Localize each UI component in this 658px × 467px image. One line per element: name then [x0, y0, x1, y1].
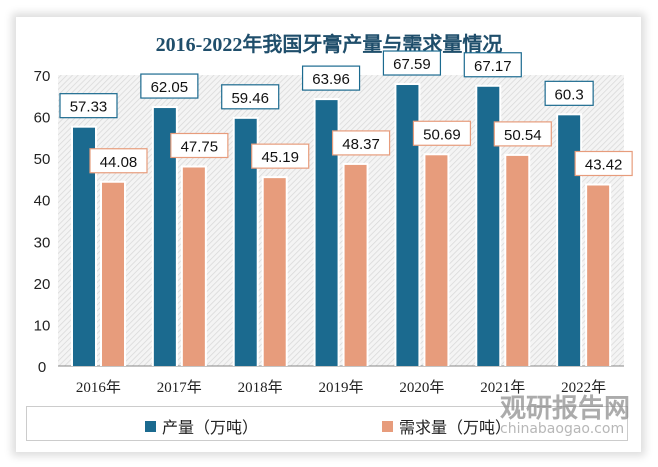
x-tick-label: 2021年	[480, 379, 525, 396]
data-label-box	[412, 120, 472, 146]
data-label: 62.05	[151, 79, 189, 96]
x-tick-label: 2020年	[399, 379, 444, 396]
data-label-box	[221, 84, 280, 110]
data-label-box	[301, 65, 361, 91]
data-label: 50.69	[423, 126, 461, 143]
bar-demand	[425, 155, 448, 366]
y-tick-label: 30	[34, 234, 51, 251]
watermark-cn: 观研报告网	[500, 394, 631, 424]
data-label: 44.08	[100, 154, 138, 171]
legend: 产量（万吨） 需求量（万吨）	[26, 406, 628, 441]
bar-demand	[587, 185, 610, 366]
data-label-box	[331, 130, 391, 156]
bar-demand	[182, 167, 205, 366]
legend-item-production: 产量（万吨）	[145, 414, 258, 438]
bar-production	[477, 86, 500, 367]
bar-demand	[506, 155, 529, 366]
y-tick-label: 10	[34, 317, 51, 334]
data-label: 48.37	[342, 136, 380, 153]
watermark-logo: 观研报告网 chinabaogao.com	[500, 388, 630, 437]
bar-production	[396, 85, 419, 367]
bar-demand	[344, 164, 367, 366]
data-label: 63.96	[312, 71, 350, 88]
data-label-box	[544, 80, 594, 106]
legend-swatch	[382, 420, 393, 432]
x-tick-label: 2017年	[157, 379, 202, 396]
legend-label: 需求量（万吨）	[399, 418, 512, 437]
data-label-box	[140, 73, 199, 99]
data-label-box	[89, 148, 148, 174]
bar-production	[315, 100, 338, 367]
data-label: 67.17	[474, 58, 512, 75]
bar-production	[73, 127, 95, 367]
y-tick-label: 70	[34, 68, 51, 85]
data-label: 60.3	[555, 86, 584, 103]
data-label-box	[59, 93, 118, 119]
data-label: 45.19	[261, 149, 299, 166]
x-tick-label: 2019年	[318, 379, 363, 396]
data-label-box	[463, 52, 522, 78]
bar-demand	[102, 182, 124, 366]
bar-production	[153, 108, 176, 366]
data-label: 47.75	[181, 138, 219, 155]
legend-item-demand: 需求量（万吨）	[382, 414, 511, 438]
data-label: 59.46	[231, 90, 269, 107]
data-label-box	[382, 50, 442, 76]
y-tick-label: 0	[38, 359, 46, 376]
y-tick-label: 50	[34, 151, 51, 168]
data-label-box	[251, 143, 310, 169]
data-label: 57.33	[70, 99, 108, 116]
x-tick-label: 2022年	[561, 379, 606, 396]
y-tick-label: 20	[34, 276, 51, 293]
x-tick-label: 2018年	[238, 379, 283, 396]
data-label-box	[170, 132, 229, 159]
data-label-box	[574, 150, 633, 177]
data-label: 67.59	[393, 56, 431, 73]
y-tick-label: 40	[34, 193, 51, 210]
x-tick-label: 2016年	[76, 379, 121, 396]
watermark-en: chinabaogao.com	[500, 421, 625, 437]
data-label-box	[493, 121, 552, 147]
bar-production	[558, 115, 581, 367]
legend-swatch	[145, 420, 156, 432]
data-label: 43.42	[585, 156, 623, 173]
y-tick-label: 60	[34, 110, 51, 127]
data-label: 50.54	[504, 127, 542, 144]
bar-demand	[263, 178, 286, 366]
legend-label: 产量（万吨）	[162, 418, 259, 437]
plot-background	[58, 75, 624, 366]
bar-production	[234, 118, 257, 366]
